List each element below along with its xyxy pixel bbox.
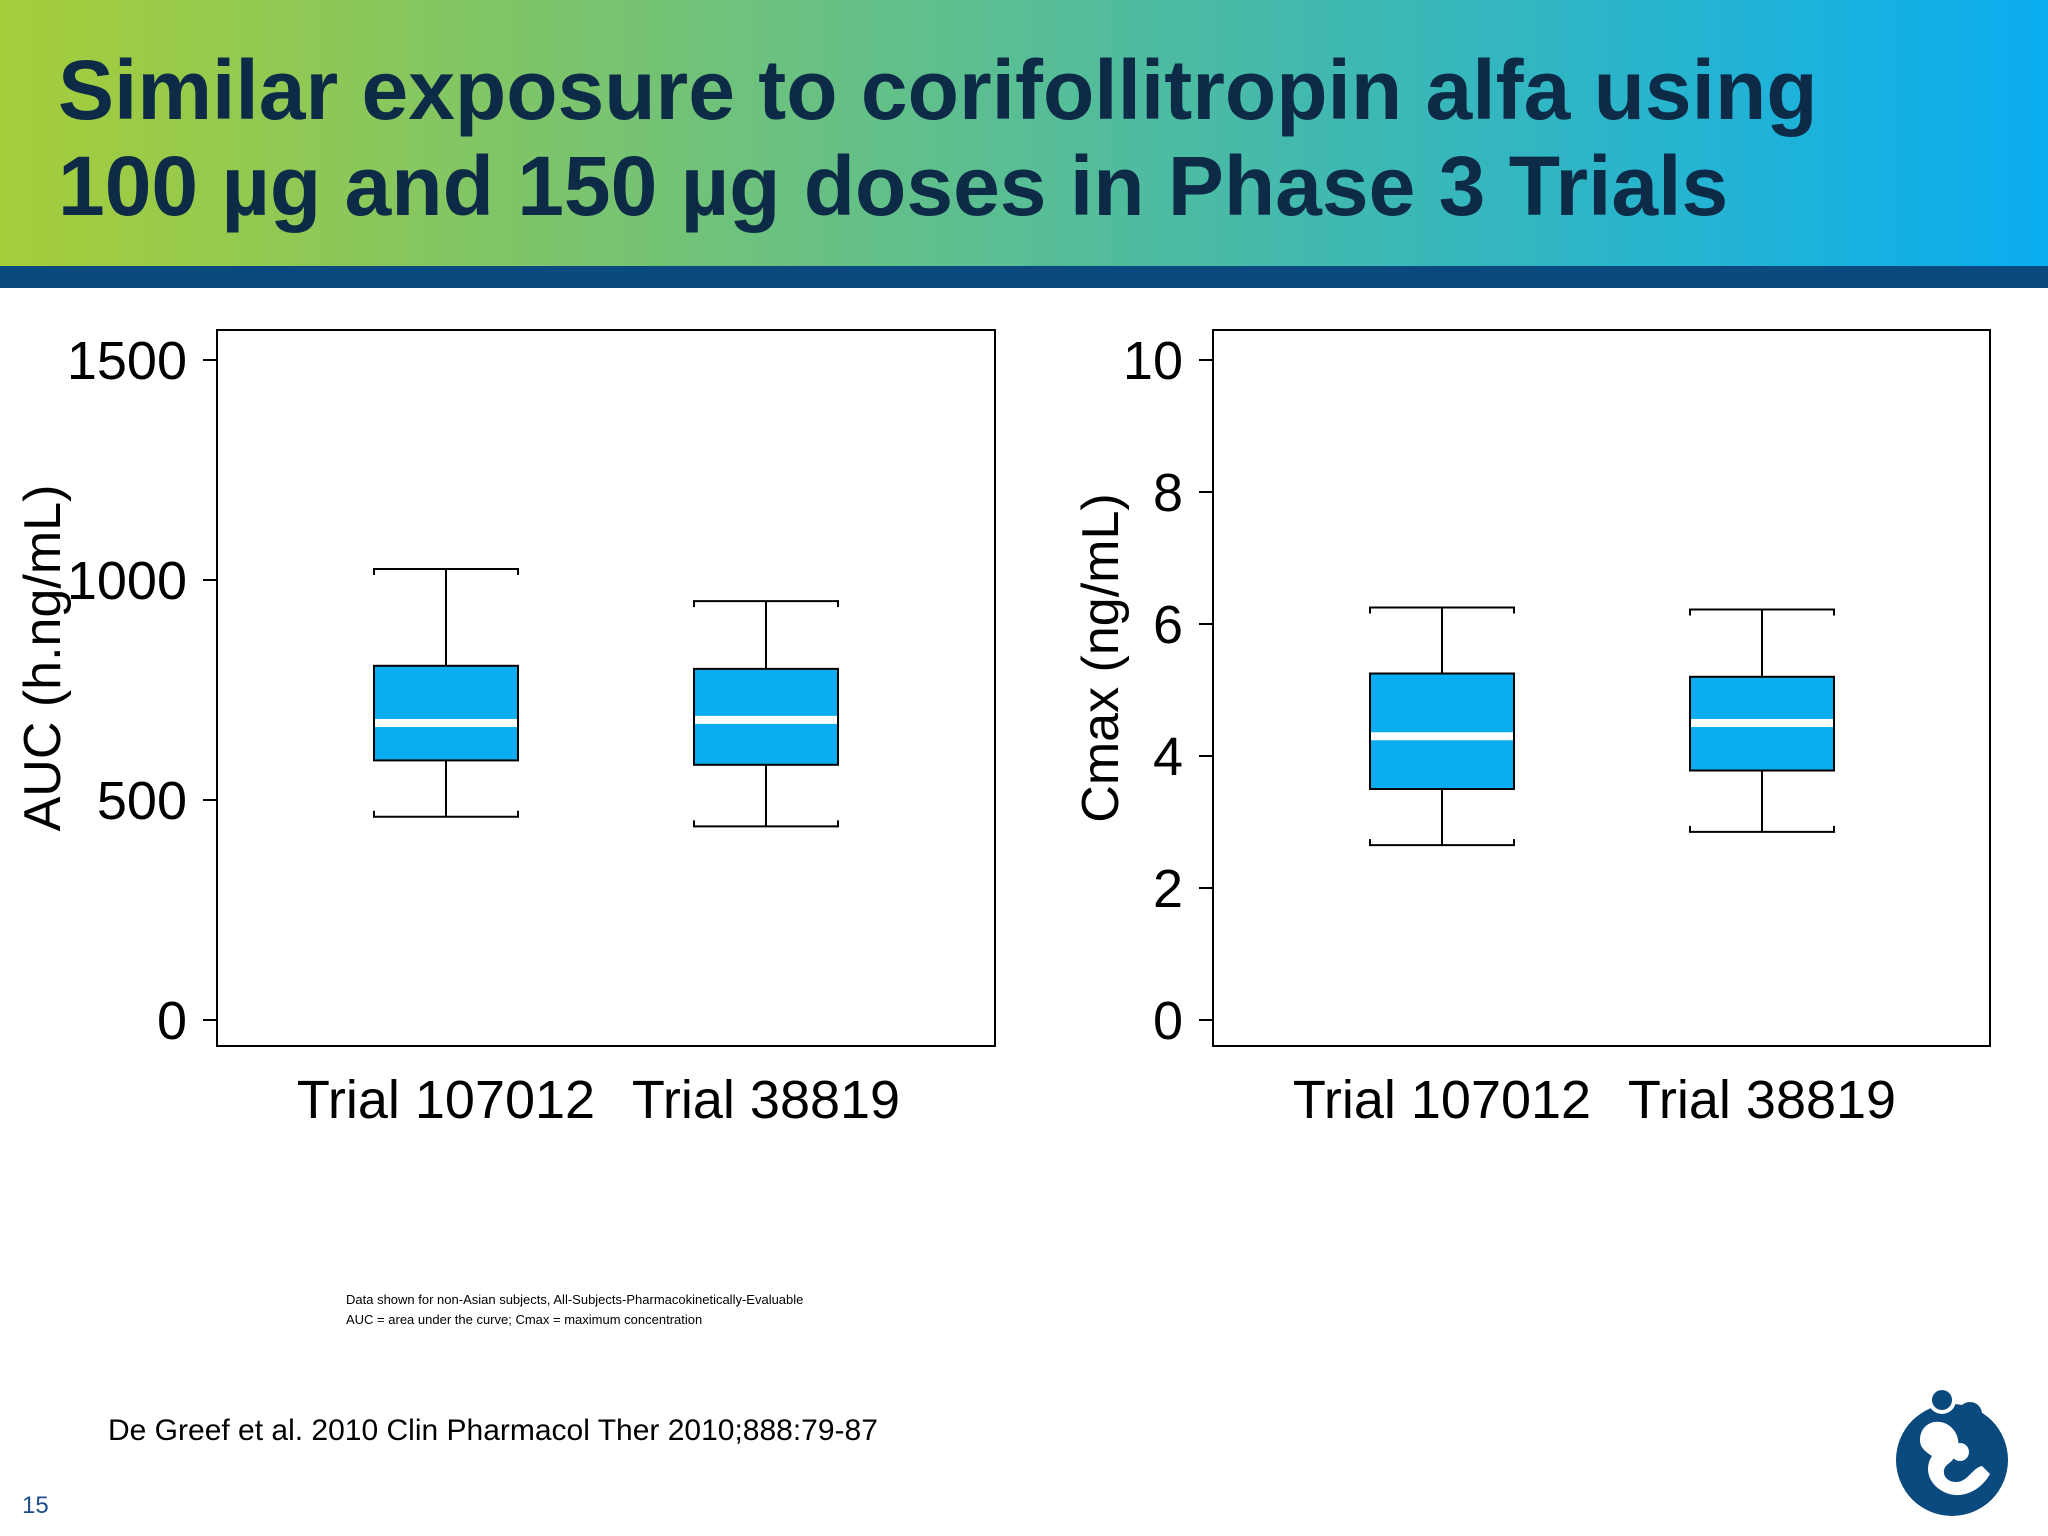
header-divider-bar: [0, 266, 2048, 288]
category-label-1-0: Trial 107012: [297, 1070, 595, 1130]
plot-frame-2: [1212, 329, 1991, 1047]
footnotes: Data shown for non-Asian subjects, All-S…: [346, 1290, 803, 1330]
upper-cap-1-0: [373, 568, 519, 575]
upper-cap-1-1: [693, 600, 839, 608]
boxplot-charts: 0 500 1000 1500 AUC (h.ng/mL) Trial 107012 Tri…: [14, 329, 1991, 1130]
upper-cap-2-1: [1689, 608, 1835, 616]
y-tick-label-2-1: 2: [1153, 859, 1183, 919]
y-axis-label-1: AUC (h.ng/mL): [14, 485, 72, 832]
slide-header: [0, 0, 2048, 266]
y-tick-label-1-0: 0: [157, 991, 187, 1051]
footnote-line-1: Data shown for non-Asian subjects, All-S…: [346, 1292, 804, 1307]
upper-cap-2-0: [1369, 606, 1515, 614]
lower-cap-2-0: [1369, 839, 1515, 847]
charts-area: 0 500 1000 1500 AUC (h.ng/mL) Trial 107012 Tri…: [0, 300, 2048, 1160]
y-tick-label-1-2: 1000: [67, 551, 187, 611]
y-tick-label-1-3: 1500: [67, 331, 187, 391]
iqr-box-2-0: [1369, 672, 1515, 790]
page-number: 15: [22, 1492, 49, 1519]
lower-cap-1-0: [373, 810, 519, 818]
y-tick-label-2-4: 8: [1153, 463, 1183, 523]
y-tick-label-1-1: 500: [97, 771, 187, 831]
footnote-line-2: AUC = area under the curve; Cmax = maxim…: [346, 1312, 703, 1327]
y-tick-label-2-0: 0: [1153, 991, 1183, 1051]
lower-cap-2-1: [1689, 825, 1835, 833]
y-tick-label-2-2: 4: [1153, 727, 1183, 787]
slide-title: Similar exposure to corifollitropin alfa…: [58, 42, 2018, 234]
y-axis-label-2: Cmax (ng/mL): [1072, 493, 1130, 822]
mother-child-logo-icon: [1896, 1386, 2008, 1516]
iqr-box-1-0: [373, 664, 519, 762]
slide-title-line-2: 100 µg and 150 µg doses in Phase 3 Trial…: [58, 139, 1729, 233]
category-label-2-1: Trial 38819: [1628, 1070, 1896, 1130]
category-label-2-0: Trial 107012: [1293, 1070, 1591, 1130]
citation-reference: De Greef et al. 2010 Clin Pharmacol Ther…: [108, 1414, 878, 1447]
category-label-1-1: Trial 38819: [632, 1070, 900, 1130]
slide-title-line-1: Similar exposure to corifollitropin alfa…: [58, 43, 1818, 137]
lower-cap-1-1: [693, 820, 839, 828]
y-tick-label-2-5: 10: [1123, 331, 1183, 391]
y-tick-label-2-3: 6: [1153, 595, 1183, 655]
plot-frame-1: [216, 329, 996, 1047]
